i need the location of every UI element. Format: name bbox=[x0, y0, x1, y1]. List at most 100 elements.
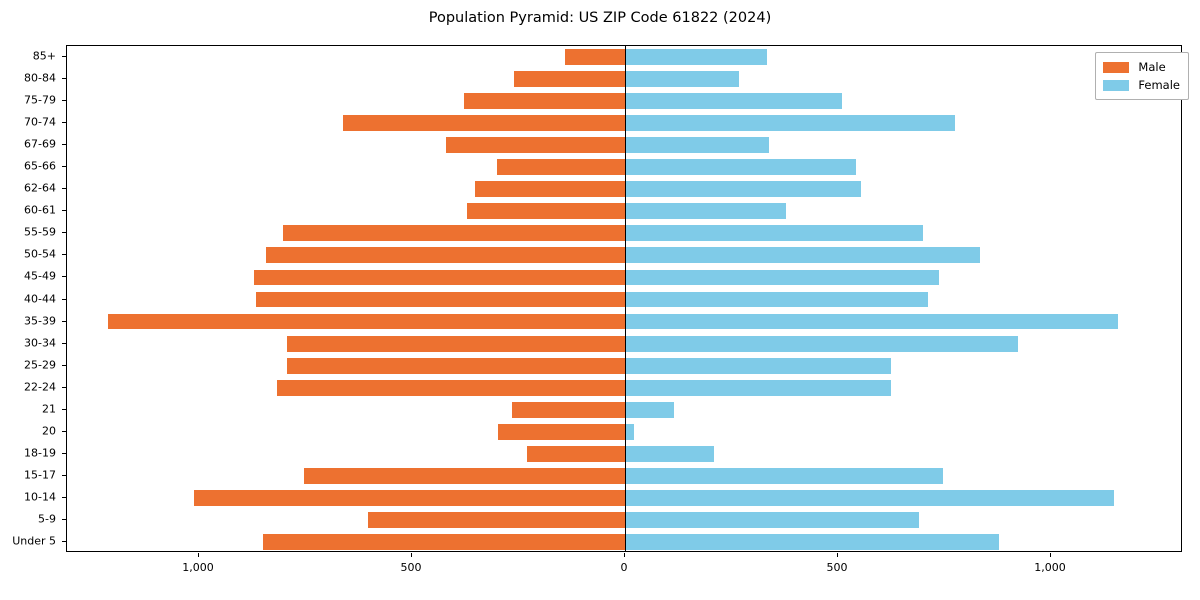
bar-male bbox=[107, 313, 625, 330]
y-axis-tick-label: 10-14 bbox=[24, 490, 56, 504]
age-group-row bbox=[67, 93, 1181, 110]
x-axis-tick-mark bbox=[836, 553, 838, 557]
y-axis-tick-label: 20 bbox=[42, 424, 56, 438]
age-group-row bbox=[67, 534, 1181, 550]
y-axis-tick-mark bbox=[62, 496, 66, 498]
age-group-row bbox=[67, 357, 1181, 374]
bar-male bbox=[304, 467, 625, 484]
bar-female bbox=[625, 49, 767, 65]
age-group-row bbox=[67, 379, 1181, 396]
bar-male bbox=[256, 291, 625, 308]
bars-layer bbox=[67, 46, 1181, 551]
bar-female bbox=[625, 269, 940, 286]
y-axis-tick-mark bbox=[62, 408, 66, 410]
age-group-row bbox=[67, 313, 1181, 330]
bar-female bbox=[625, 93, 842, 110]
bar-female bbox=[625, 225, 924, 242]
y-axis-tick-mark bbox=[62, 100, 66, 102]
y-axis-tick-label: 30-34 bbox=[24, 336, 56, 350]
bar-male bbox=[512, 401, 625, 418]
age-group-row bbox=[67, 115, 1181, 132]
legend-color-swatch bbox=[1103, 61, 1130, 73]
bar-female bbox=[625, 203, 787, 220]
y-axis-tick-mark bbox=[62, 430, 66, 432]
y-axis-tick-mark bbox=[62, 78, 66, 80]
age-group-row bbox=[67, 445, 1181, 462]
y-axis-tick-mark bbox=[62, 364, 66, 366]
x-axis-tick-mark bbox=[411, 553, 413, 557]
bar-female bbox=[625, 291, 929, 308]
y-axis-tick-label: 62-64 bbox=[24, 181, 56, 195]
zero-axis-line bbox=[625, 46, 626, 551]
age-group-row bbox=[67, 225, 1181, 242]
y-axis-tick-label: 5-9 bbox=[38, 512, 56, 526]
y-axis-tick-label: 25-29 bbox=[24, 358, 56, 372]
bar-female bbox=[625, 181, 861, 198]
bar-male bbox=[367, 511, 625, 528]
age-group-row bbox=[67, 401, 1181, 418]
bar-female bbox=[625, 511, 920, 528]
y-axis-tick-mark bbox=[62, 188, 66, 190]
y-axis-tick-label: 60-61 bbox=[24, 203, 56, 217]
bar-female bbox=[625, 445, 715, 462]
bar-male bbox=[282, 225, 625, 242]
y-axis-tick-mark bbox=[62, 518, 66, 520]
y-axis-tick-label: 70-74 bbox=[24, 115, 56, 129]
bar-male bbox=[265, 247, 625, 264]
age-group-row bbox=[67, 159, 1181, 176]
chart-legend: Male Female bbox=[1095, 52, 1189, 100]
bar-male bbox=[194, 489, 625, 506]
y-axis-tick-label: 50-54 bbox=[24, 247, 56, 261]
bar-male bbox=[466, 203, 625, 220]
bar-male bbox=[526, 445, 625, 462]
bar-female bbox=[625, 137, 769, 154]
bar-male bbox=[564, 49, 625, 65]
bar-female bbox=[625, 313, 1119, 330]
chart-title: Population Pyramid: US ZIP Code 61822 (2… bbox=[428, 10, 772, 26]
bar-male bbox=[463, 93, 625, 110]
legend-label: Male bbox=[1138, 60, 1166, 74]
x-axis-tick-mark bbox=[1049, 553, 1051, 557]
age-group-row bbox=[67, 291, 1181, 308]
bar-male bbox=[262, 534, 625, 550]
age-group-row bbox=[67, 467, 1181, 484]
bar-female bbox=[625, 357, 892, 374]
y-axis-tick-mark bbox=[62, 254, 66, 256]
bar-male bbox=[276, 379, 625, 396]
bar-female bbox=[625, 71, 739, 87]
y-axis-tick-label: 40-44 bbox=[24, 292, 56, 305]
age-group-row bbox=[67, 71, 1181, 87]
y-axis-tick-label: 85+ bbox=[32, 49, 56, 63]
bar-male bbox=[343, 115, 625, 132]
age-group-row bbox=[67, 247, 1181, 264]
y-axis-tick-label: Under 5 bbox=[12, 534, 56, 548]
bar-female bbox=[625, 489, 1114, 506]
x-axis-tick-label: 500 bbox=[826, 561, 848, 574]
bar-male bbox=[498, 423, 625, 440]
y-axis-tick-mark bbox=[62, 298, 66, 300]
age-group-row bbox=[67, 423, 1181, 440]
y-axis-tick-label: 75-79 bbox=[24, 93, 56, 107]
y-axis-tick-mark bbox=[62, 276, 66, 278]
x-axis: 1,000 500 0 500 1,000 bbox=[0, 553, 1200, 583]
y-axis-tick-mark bbox=[62, 452, 66, 454]
bar-male bbox=[253, 269, 625, 286]
y-axis-tick-mark bbox=[62, 210, 66, 212]
age-group-row bbox=[67, 203, 1181, 220]
bar-male bbox=[496, 159, 625, 176]
age-group-row bbox=[67, 511, 1181, 528]
y-axis-tick-mark bbox=[62, 122, 66, 124]
bar-female bbox=[625, 467, 944, 484]
age-group-row bbox=[67, 335, 1181, 352]
age-group-row bbox=[67, 269, 1181, 286]
y-axis-tick-label: 80-84 bbox=[24, 71, 56, 85]
y-axis-tick-mark bbox=[62, 474, 66, 476]
y-axis-tick-label: 65-66 bbox=[24, 159, 56, 173]
y-axis: 85+ 80-84 75-79 70-74 67-69 65-66 62-64 60-61 55… bbox=[0, 45, 66, 552]
bar-male bbox=[446, 137, 625, 154]
y-axis-tick-mark bbox=[62, 320, 66, 322]
bar-male bbox=[286, 357, 625, 374]
y-axis-tick-label: 35-39 bbox=[24, 314, 56, 328]
y-axis-tick-label: 67-69 bbox=[24, 137, 56, 151]
